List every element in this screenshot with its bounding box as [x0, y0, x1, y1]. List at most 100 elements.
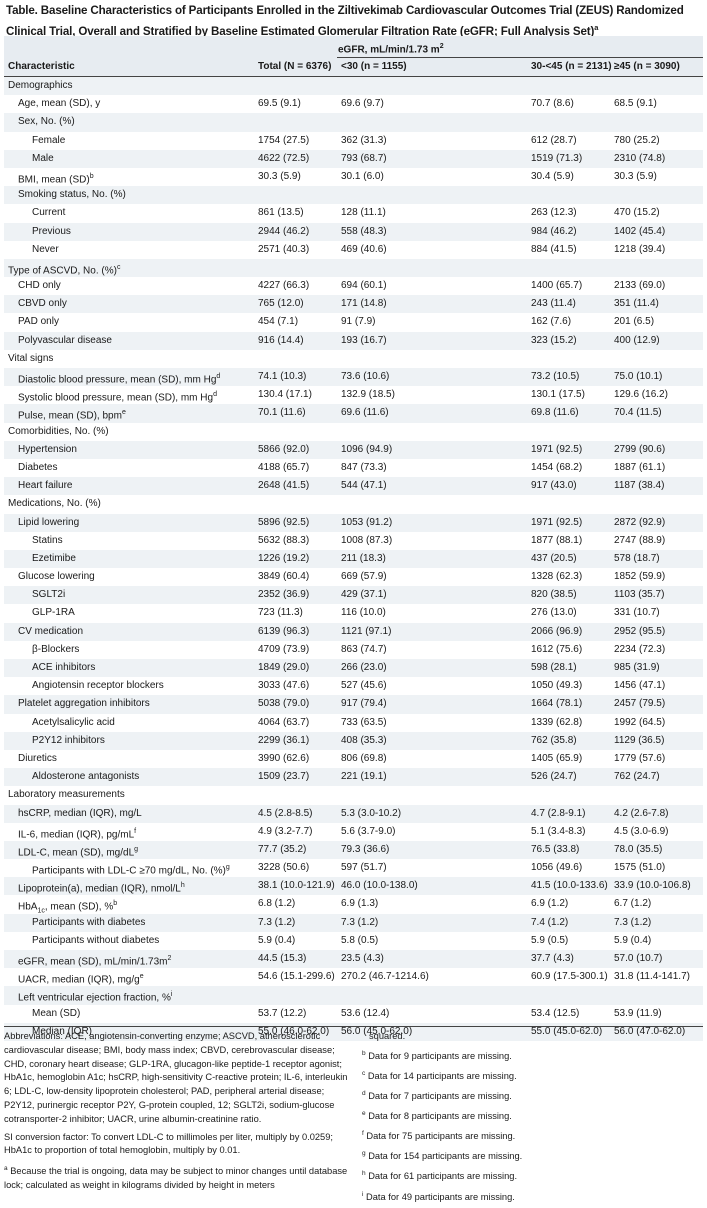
cell-total: 4227 (66.3) [258, 280, 310, 292]
cell-egfr-ge45: 1779 (57.6) [614, 752, 666, 764]
cell-egfr-ge45: 31.8 (11.4-141.7) [614, 971, 690, 983]
table-row: Heart failure 2648 (41.5) 544 (47.1) 917 (4… [4, 477, 703, 496]
cell-egfr-ge45: 470 (15.2) [614, 207, 660, 219]
row-label-text: PAD only [18, 316, 59, 328]
cell-total: 6.8 (1.2) [258, 898, 296, 910]
cell-egfr-lt30: 23.5 (4.3) [341, 953, 384, 964]
cell-egfr-30-45: 263 (12.3) [531, 207, 577, 219]
footnote-text: Data for 61 participants are missing. [365, 1171, 518, 1182]
cell-egfr-30-45: 276 (13.0) [531, 607, 577, 619]
row-label: Polyvascular disease [18, 332, 112, 350]
table-row: Medications, No. (%) [4, 495, 703, 513]
cell-egfr-lt30: 806 (69.8) [341, 752, 387, 764]
table-row: β-Blockers 4709 (73.9) 863 (74.7) 1612 (75.… [4, 641, 703, 659]
footnote-mark: g [362, 1150, 366, 1158]
row-label-text: Never [32, 243, 59, 255]
cell-egfr-30-45: 1519 (71.3) [531, 152, 583, 164]
cell-egfr-30-45: 1612 (75.6) [531, 643, 583, 655]
cell-total: 2571 (40.3) [258, 243, 310, 255]
table-row: P2Y12 inhibitors 2299 (36.1) 408 (35.3) 762… [4, 731, 703, 750]
row-label: CBVD only [18, 295, 67, 313]
row-label: PAD only [18, 313, 59, 331]
table-row: UACR, median (IQR), mg/ge 54.6 (15.1-299.… [4, 968, 703, 986]
row-label-text: LDL-C, mean (SD), mg/dL [18, 847, 135, 859]
table-row: Diastolic blood pressure, mean (SD), mm … [4, 368, 703, 387]
cell-egfr-lt30: 1121 (97.1) [341, 625, 392, 637]
cell-egfr-30-45: 598 (28.1) [531, 662, 577, 673]
cell-egfr-ge45: 1218 (39.4) [614, 243, 666, 255]
cell-egfr-30-45: 820 (38.5) [531, 589, 577, 601]
cell-total: 77.7 (35.2) [258, 843, 307, 855]
cell-total: 3849 (60.4) [258, 571, 310, 583]
row-label-footnote-mark: 2 [167, 955, 172, 962]
cell-egfr-30-45: 2066 (96.9) [531, 625, 583, 637]
footnote-text: Data for 14 participants are missing. [365, 1071, 517, 1082]
egfr-group-sup: 2 [439, 43, 444, 50]
footnote-b: b Data for 9 participants are missing. [362, 1047, 702, 1064]
footnote-g: g Data for 154 participants are missing. [362, 1147, 702, 1164]
table-row: Lipid lowering 5896 (92.5) 1053 (91.2) 1971… [4, 513, 703, 532]
cell-egfr-lt30: 1008 (87.3) [341, 534, 393, 546]
row-label-footnote-mark: h [180, 882, 185, 890]
row-label: Type of ASCVD, No. (%)c [8, 259, 120, 281]
cell-egfr-lt30: 597 (51.7) [341, 862, 387, 874]
cell-egfr-ge45: 6.7 (1.2) [614, 898, 652, 910]
column-header-egfr-ge45: ≥45 (n = 3090) [614, 61, 680, 72]
cell-total: 4.5 (2.8-8.5) [258, 807, 313, 819]
cell-egfr-30-45: 984 (46.2) [531, 225, 577, 237]
table-row: IL-6, median (IQR), pg/mLf 4.9 (3.2-7.7) 5… [4, 823, 703, 841]
row-label-text: Comorbidities, No. (%) [8, 425, 109, 437]
column-header-egfr-30-45: 30-<45 (n = 2131) [531, 61, 612, 72]
cell-egfr-lt30: 544 (47.1) [341, 480, 387, 492]
cell-egfr-ge45: 75.0 (10.1) [614, 371, 663, 382]
row-label-text: Participants with diabetes [32, 916, 146, 928]
cell-egfr-ge45: 1103 (35.7) [614, 589, 665, 601]
cell-egfr-lt30: 429 (37.1) [341, 589, 387, 601]
cell-egfr-30-45: 53.4 (12.5) [531, 1007, 580, 1019]
row-label-text: Type of ASCVD, No. (%) [8, 265, 117, 277]
footnote-mark: i [362, 1190, 364, 1198]
cell-egfr-lt30: 132.9 (18.5) [341, 389, 395, 401]
table-row: LDL-C, mean (SD), mg/dLg 77.7 (35.2) 79.3 … [4, 840, 703, 860]
row-label-text: Aldosterone antagonists [32, 771, 140, 783]
row-label-text: CBVD only [18, 298, 67, 310]
row-label: Previous [32, 223, 71, 241]
table-row: Female 1754 (27.5) 362 (31.3) 612 (28.7) 780… [4, 132, 703, 150]
table-row: Smoking status, No. (%) [4, 186, 703, 205]
cell-egfr-lt30: 116 (10.0) [341, 607, 386, 619]
cell-egfr-lt30: 793 (68.7) [341, 152, 387, 164]
row-label: Age, mean (SD), y [18, 95, 100, 113]
cell-total: 861 (13.5) [258, 207, 304, 219]
footnote-e: e Data for 8 participants are missing. [362, 1107, 702, 1124]
cell-egfr-30-45: 6.9 (1.2) [531, 898, 569, 910]
row-label: Demographics [8, 77, 72, 95]
cell-egfr-ge45: 331 (10.7) [614, 607, 660, 619]
footnote-mark: e [362, 1110, 366, 1118]
table-row: CBVD only 765 (12.0) 171 (14.8) 243 (11.4) 3… [4, 295, 703, 314]
row-label: Current [32, 204, 65, 222]
cell-total: 5866 (92.0) [258, 443, 310, 455]
cell-total: 1226 (19.2) [258, 552, 310, 564]
row-label: UACR, median (IQR), mg/ge [18, 968, 144, 990]
table-row: Laboratory measurements [4, 786, 703, 804]
footnote-rule [4, 1026, 703, 1027]
cell-total: 916 (14.4) [258, 334, 304, 346]
table-row: Comorbidities, No. (%) [4, 423, 703, 441]
cell-total: 5038 (79.0) [258, 698, 310, 710]
cell-egfr-lt30: 193 (16.7) [341, 334, 387, 346]
row-label: Vital signs [8, 350, 53, 368]
row-label-text: Current [32, 207, 66, 219]
row-label: Aldosterone antagonists [32, 768, 139, 786]
table-row: Polyvascular disease 916 (14.4) 193 (16.7)… [4, 331, 703, 350]
cell-egfr-ge45: 2234 (72.3) [614, 643, 666, 655]
table-header: eGFR, mL/min/1.73 m2 Characteristic Tota… [4, 36, 703, 76]
row-label-text: Polyvascular disease [18, 334, 112, 346]
table-row: Previous 2944 (46.2) 558 (48.3) 984 (46.2) 1… [4, 222, 703, 241]
row-label-text: Medications, No. (%) [8, 498, 101, 510]
cell-egfr-30-45: 1328 (62.3) [531, 571, 583, 583]
row-label: CHD only [18, 277, 61, 295]
cell-egfr-30-45: 70.7 (8.6) [531, 98, 574, 110]
cell-egfr-lt30: 46.0 (10.0-138.0) [341, 880, 418, 892]
table-row: Vital signs [4, 350, 703, 368]
row-label-text: Heart failure [18, 480, 73, 492]
